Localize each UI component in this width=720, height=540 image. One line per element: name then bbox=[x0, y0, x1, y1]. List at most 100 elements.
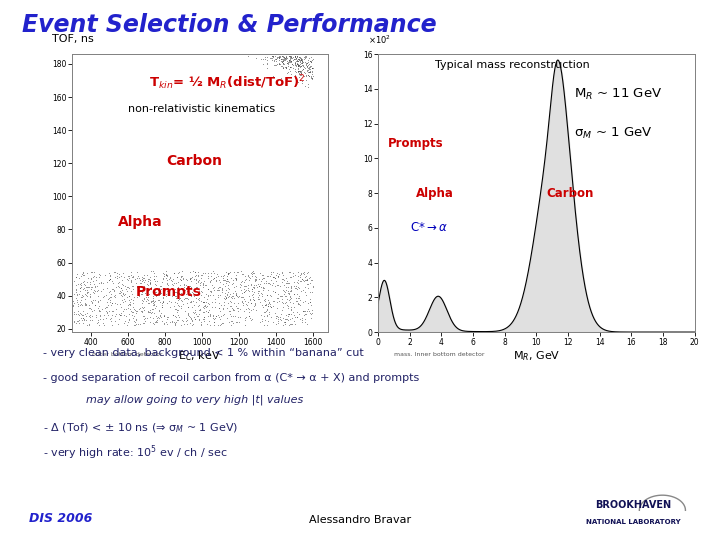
Point bbox=[126, 311, 138, 320]
Point bbox=[180, 293, 192, 302]
Point bbox=[281, 63, 292, 71]
Point bbox=[263, 272, 274, 281]
Point bbox=[180, 275, 192, 284]
Point bbox=[293, 66, 305, 75]
Point bbox=[77, 278, 89, 286]
Point bbox=[302, 299, 313, 307]
Point bbox=[171, 273, 183, 281]
Point bbox=[198, 298, 210, 306]
Point bbox=[301, 67, 312, 76]
Point bbox=[296, 275, 307, 284]
Point bbox=[232, 307, 243, 315]
Point bbox=[181, 287, 193, 295]
Point bbox=[279, 62, 291, 71]
Point bbox=[73, 319, 85, 327]
Point bbox=[181, 275, 193, 284]
Point bbox=[118, 319, 130, 327]
Point bbox=[222, 303, 233, 312]
Point bbox=[216, 319, 228, 327]
Point bbox=[297, 65, 308, 73]
Point bbox=[137, 307, 148, 315]
Point bbox=[219, 282, 230, 291]
Point bbox=[153, 295, 164, 304]
Point bbox=[287, 314, 298, 322]
Point bbox=[180, 289, 192, 298]
Point bbox=[282, 75, 293, 83]
Point bbox=[89, 301, 101, 310]
Point bbox=[292, 62, 304, 70]
Point bbox=[157, 275, 168, 284]
Point bbox=[85, 280, 96, 288]
Point bbox=[307, 63, 318, 72]
Point bbox=[292, 66, 304, 75]
Point bbox=[157, 293, 168, 301]
Point bbox=[240, 287, 251, 295]
Point bbox=[249, 275, 261, 284]
Point bbox=[220, 286, 232, 294]
Text: outer bottom detector: outer bottom detector bbox=[92, 352, 163, 357]
Point bbox=[283, 268, 294, 276]
Point bbox=[230, 270, 242, 279]
Point bbox=[80, 312, 91, 320]
Point bbox=[158, 312, 170, 320]
Point bbox=[109, 286, 120, 294]
Point bbox=[94, 306, 105, 314]
Point bbox=[176, 272, 188, 281]
Point bbox=[79, 299, 91, 308]
Point bbox=[185, 298, 197, 306]
Point bbox=[300, 72, 312, 80]
Point bbox=[148, 272, 160, 281]
Point bbox=[216, 285, 228, 294]
Point bbox=[261, 310, 273, 319]
Point bbox=[164, 302, 176, 311]
Point bbox=[139, 275, 150, 284]
Point bbox=[184, 274, 196, 282]
Point bbox=[92, 298, 104, 306]
Point bbox=[127, 302, 138, 311]
Point bbox=[148, 305, 159, 313]
Point bbox=[202, 312, 214, 321]
Point bbox=[268, 296, 279, 305]
Point bbox=[185, 313, 197, 322]
Point bbox=[222, 270, 234, 279]
Point bbox=[202, 285, 214, 294]
Point bbox=[173, 268, 184, 277]
Point bbox=[78, 276, 90, 285]
Point bbox=[79, 289, 91, 298]
Point bbox=[305, 279, 316, 288]
Point bbox=[166, 275, 177, 284]
Point bbox=[125, 270, 137, 279]
Point bbox=[264, 272, 275, 281]
Point bbox=[276, 52, 288, 60]
Point bbox=[280, 64, 292, 72]
Point bbox=[161, 274, 172, 282]
Point bbox=[301, 307, 312, 315]
Point bbox=[278, 53, 289, 62]
Point bbox=[207, 312, 219, 320]
Point bbox=[179, 294, 191, 302]
Point bbox=[249, 299, 261, 307]
Point bbox=[137, 274, 148, 283]
Point bbox=[71, 317, 83, 326]
Point bbox=[188, 274, 199, 283]
Point bbox=[98, 285, 109, 294]
Point bbox=[172, 288, 184, 296]
Point bbox=[100, 291, 112, 300]
Point bbox=[258, 284, 270, 293]
Point bbox=[166, 277, 178, 286]
Point bbox=[294, 58, 305, 66]
Point bbox=[143, 290, 155, 299]
Point bbox=[80, 291, 91, 300]
Point bbox=[85, 316, 96, 325]
Point bbox=[209, 314, 220, 323]
Point bbox=[77, 292, 89, 300]
Point bbox=[280, 55, 292, 63]
Point bbox=[175, 272, 186, 280]
Point bbox=[281, 314, 292, 323]
Point bbox=[303, 71, 315, 80]
Point bbox=[289, 52, 300, 61]
Point bbox=[304, 64, 315, 73]
Point bbox=[145, 297, 157, 306]
Point bbox=[237, 299, 248, 308]
Point bbox=[286, 63, 297, 71]
